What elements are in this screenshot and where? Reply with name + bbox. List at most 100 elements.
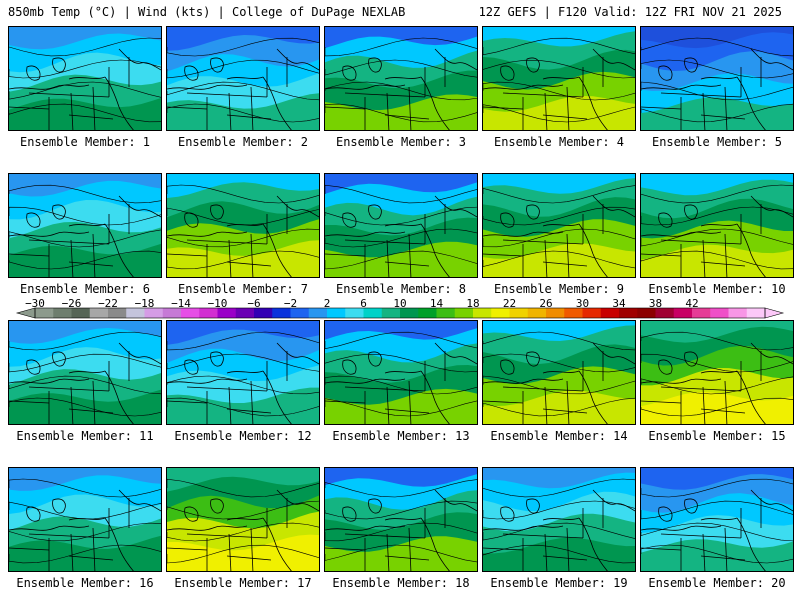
colorbar-segment: [710, 308, 729, 318]
colorbar-segment: [71, 308, 91, 318]
ensemble-member-map: [482, 320, 636, 425]
ensemble-member-label: Ensemble Member: 5: [651, 135, 783, 149]
colorbar-segment: [162, 308, 182, 318]
colorbar-segment: [126, 308, 145, 318]
colorbar-segment: [418, 308, 437, 318]
colorbar-tick-label: 22: [502, 297, 517, 310]
ensemble-member-label: Ensemble Member: 1: [19, 135, 151, 149]
colorbar-segment: [89, 308, 109, 318]
ensemble-member-label: Ensemble Member: 14: [490, 429, 628, 443]
colorbar-tick-label: 18: [466, 297, 480, 310]
ensemble-member-map: [166, 26, 320, 131]
colorbar-segment: [473, 308, 492, 318]
ensemble-member-map: [166, 173, 320, 278]
colorbar-tick-label: −14: [171, 297, 191, 310]
colorbar-segment: [217, 308, 237, 318]
ensemble-member-label: Ensemble Member: 6: [19, 282, 151, 296]
colorbar-segment: [308, 308, 328, 318]
colorbar-segment: [509, 308, 529, 318]
colorbar-tick-label: −22: [98, 297, 118, 310]
ensemble-member-label: Ensemble Member: 11: [16, 429, 154, 443]
ensemble-member-label: Ensemble Member: 8: [335, 282, 467, 296]
colorbar-segment: [272, 308, 291, 318]
ensemble-member-label: Ensemble Member: 19: [490, 576, 628, 590]
colorbar-tick-label: 10: [393, 297, 407, 310]
colorbar-tick-label: −10: [207, 297, 228, 310]
ensemble-member-label: Ensemble Member: 20: [648, 576, 786, 590]
ensemble-member-label: Ensemble Member: 18: [332, 576, 470, 590]
colorbar-segment: [181, 308, 200, 318]
colorbar-segment: [582, 308, 602, 318]
colorbar-segment: [290, 308, 310, 318]
ensemble-member-label: Ensemble Member: 17: [174, 576, 312, 590]
colorbar-segment: [436, 308, 456, 318]
ensemble-member-map: [482, 173, 636, 278]
ensemble-member-map: [324, 320, 478, 425]
ensemble-member-label: Ensemble Member: 4: [493, 135, 625, 149]
ensemble-member-label: Ensemble Member: 10: [648, 282, 786, 296]
colorbar-segment: [381, 308, 401, 318]
ensemble-member-label: Ensemble Member: 16: [16, 576, 154, 590]
colorbar-tick-label: −30: [25, 297, 45, 310]
colorbar-segment: [327, 308, 346, 318]
ensemble-member-label: Ensemble Member: 3: [335, 135, 467, 149]
colorbar-tick-label: −6: [247, 297, 261, 310]
ensemble-member-label: Ensemble Member: 9: [493, 282, 625, 296]
ensemble-member-map: [8, 320, 162, 425]
ensemble-member-map: [324, 467, 478, 572]
colorbar-segment: [637, 308, 656, 318]
ensemble-member-label: Ensemble Member: 13: [332, 429, 470, 443]
colorbar-segment: [619, 308, 638, 318]
colorbar-tick-label: 14: [429, 297, 444, 310]
ensemble-member-map: [324, 26, 478, 131]
ensemble-member-map: [640, 320, 794, 425]
colorbar-segment: [728, 308, 748, 318]
colorbar-tick-label: −26: [61, 297, 82, 310]
ensemble-member-map: [640, 26, 794, 131]
ensemble-member-map: [640, 173, 794, 278]
colorbar-segment: [235, 308, 255, 318]
ensemble-member-label: Ensemble Member: 12: [174, 429, 312, 443]
colorbar-segment: [655, 308, 675, 318]
map-title: 850mb Temp (°C) | Wind (kts) | College o…: [8, 5, 406, 19]
colorbar-tick-label: 6: [360, 297, 367, 310]
colorbar-segment: [35, 308, 54, 318]
colorbar-segment: [199, 308, 218, 318]
ensemble-member-map: [166, 467, 320, 572]
colorbar-tick-label: 26: [539, 297, 553, 310]
colorbar-segment: [363, 308, 383, 318]
ensemble-member-label: Ensemble Member: 15: [648, 429, 786, 443]
colorbar-tick-label: −18: [134, 297, 155, 310]
ensemble-member-map: [482, 26, 636, 131]
colorbar-tick-label: 2: [323, 297, 331, 310]
colorbar-segment: [546, 308, 565, 318]
colorbar-segment: [673, 308, 693, 318]
colorbar-segment: [400, 308, 419, 318]
ensemble-member-map: [640, 467, 794, 572]
ensemble-member-map: [8, 26, 162, 131]
colorbar-segment: [254, 308, 273, 318]
ensemble-member-label: Ensemble Member: 7: [177, 282, 309, 296]
colorbar-segment: [345, 308, 364, 318]
ensemble-member-map: [324, 173, 478, 278]
colorbar-segment: [144, 308, 164, 318]
colorbar-tick-label: 42: [685, 297, 699, 310]
ensemble-member-map: [166, 320, 320, 425]
colorbar-segment: [746, 308, 766, 318]
ensemble-member-map: [482, 467, 636, 572]
colorbar-tick-label: 38: [648, 297, 663, 310]
colorbar-segment: [692, 308, 711, 318]
colorbar-segment: [564, 308, 583, 318]
colorbar-segment: [53, 308, 72, 318]
colorbar-tick-label: 34: [612, 297, 626, 310]
colorbar-segment: [491, 308, 510, 318]
colorbar-segment: [600, 308, 620, 318]
ensemble-member-map: [8, 467, 162, 572]
colorbar-segment: [527, 308, 547, 318]
colorbar-tick-label: 30: [575, 297, 590, 310]
colorbar-segment: [108, 308, 127, 318]
model-run-valid-time: 12Z GEFS | F120 Valid: 12Z FRI NOV 21 20…: [478, 5, 782, 19]
colorbar-segment: [454, 308, 474, 318]
ensemble-member-label: Ensemble Member: 2: [177, 135, 309, 149]
ensemble-member-map: [8, 173, 162, 278]
